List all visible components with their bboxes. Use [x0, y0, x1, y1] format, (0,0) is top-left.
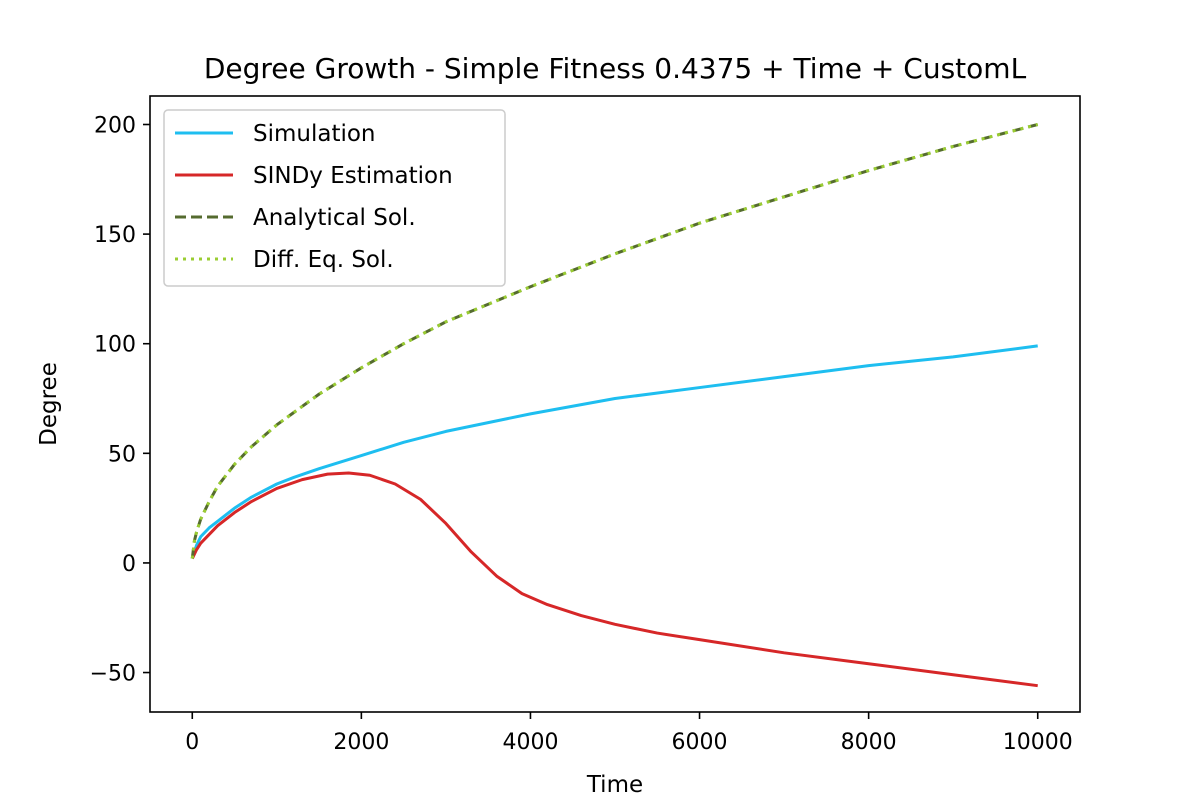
series-line-0 [190, 344, 1038, 560]
y-tick-label: 50 [108, 442, 136, 467]
y-axis-label: Degree [36, 362, 62, 446]
legend-box [163, 109, 506, 287]
legend: Simulation SINDy Estimation Analytical Sol… [163, 109, 506, 287]
legend-label-3: Diff. Eq. Sol. [253, 247, 394, 273]
y-tick-label: 150 [94, 223, 136, 248]
legend-label-2: Analytical Sol. [253, 205, 416, 231]
legend-label-0: Simulation [253, 121, 376, 147]
series-line-1 [190, 471, 1038, 688]
y-tick-label: −50 [90, 662, 136, 687]
x-tick-label: 2000 [333, 730, 389, 755]
x-tick-label: 8000 [841, 730, 897, 755]
plot-area [190, 123, 1039, 688]
legend-label-1: SINDy Estimation [253, 163, 453, 189]
y-tick-label: 200 [94, 113, 136, 138]
x-tick-label: 4000 [502, 730, 558, 755]
series-line-3 [190, 123, 1039, 559]
chart-title: Degree Growth - Simple Fitness 0.4375 + … [204, 52, 1027, 85]
axes-frame [149, 95, 1081, 713]
y-tick-label: 100 [94, 333, 136, 358]
x-axis: 0 2000 4000 6000 8000 10000 [185, 712, 1073, 755]
x-tick-label: 6000 [672, 730, 728, 755]
y-tick-label: 0 [122, 552, 136, 577]
x-tick-label: 10000 [1003, 730, 1073, 755]
x-tick-label: 0 [185, 730, 199, 755]
y-axis: −50 0 50 100 150 200 [90, 113, 150, 687]
x-axis-label: Time [586, 772, 643, 798]
